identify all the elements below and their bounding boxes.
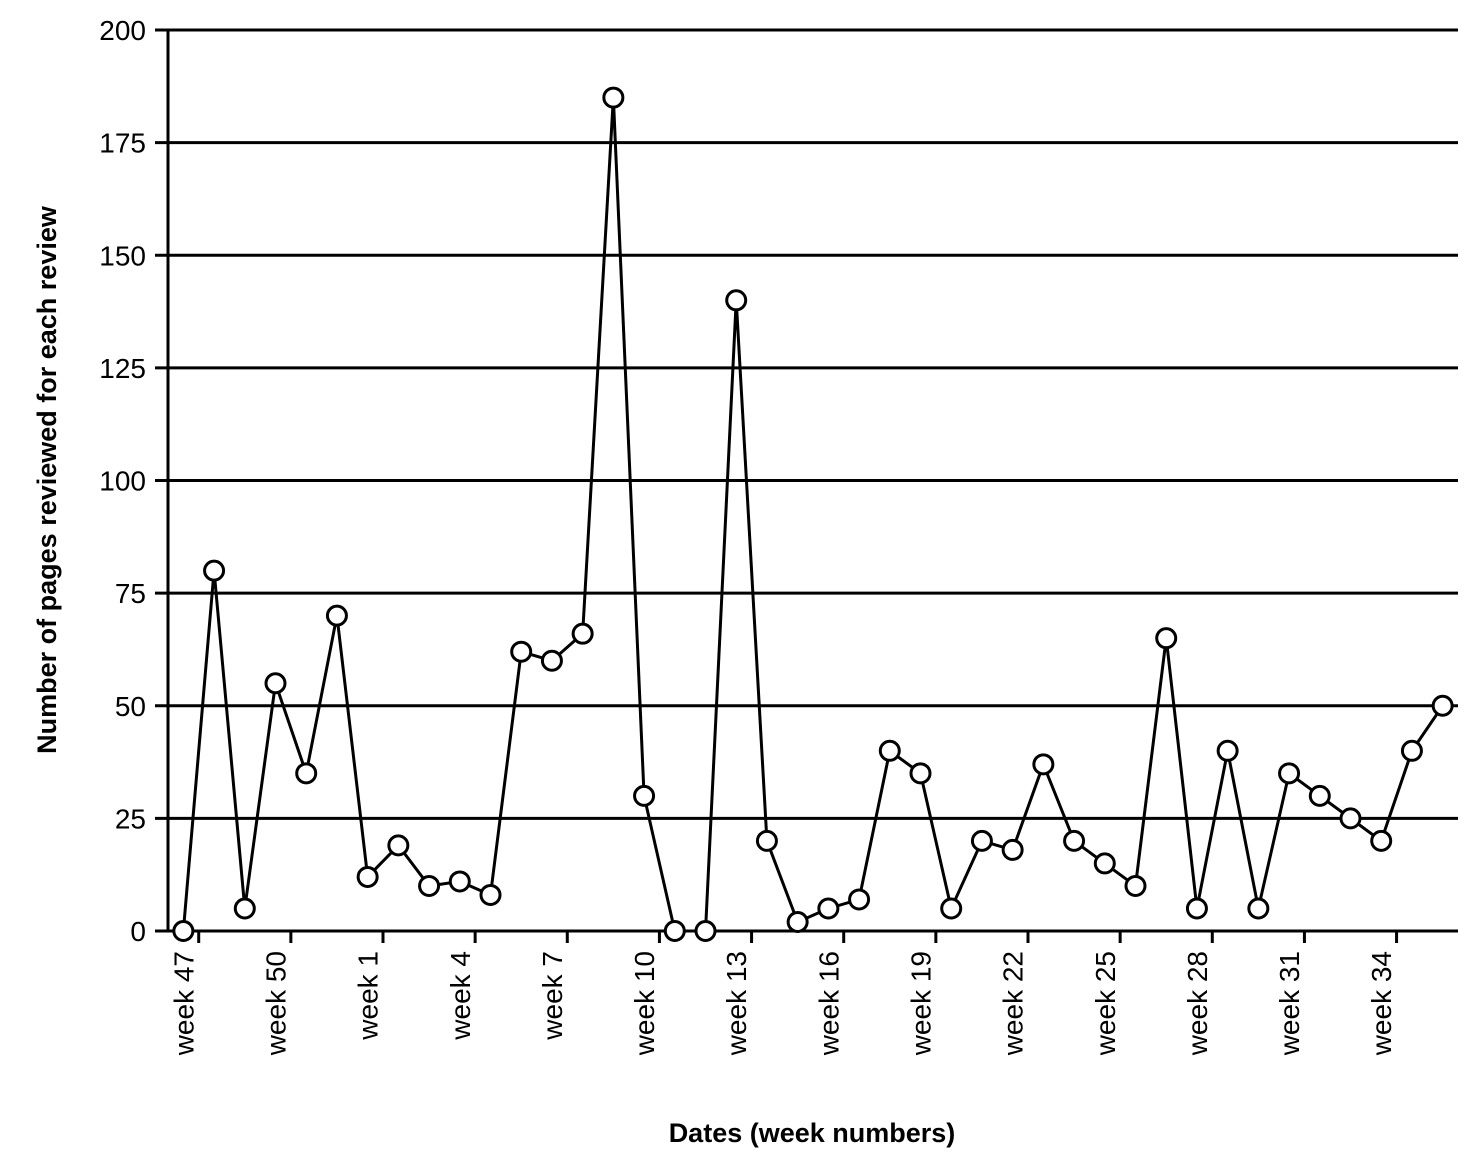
- y-axis-ticks: 0 25 50 75 100 125 150 175 200: [99, 15, 168, 947]
- data-point: [755, 829, 778, 852]
- data-point: [1370, 829, 1393, 852]
- data-point: [571, 622, 594, 645]
- data-point: [1093, 852, 1116, 875]
- data-point: [172, 920, 195, 942]
- data-point: [448, 870, 471, 893]
- x-tick-label: week 22: [998, 951, 1029, 1056]
- data-point: [356, 865, 379, 888]
- data-point: [1247, 897, 1270, 920]
- data-point: [970, 829, 993, 852]
- data-point: [387, 834, 410, 857]
- data-point: [940, 897, 963, 920]
- y-tick-label: 75: [115, 578, 146, 609]
- data-point: [786, 910, 809, 933]
- y-tick-label: 0: [130, 916, 146, 947]
- data-point: [633, 784, 656, 807]
- y-tick-label: 175: [99, 128, 146, 159]
- data-point: [1400, 739, 1423, 762]
- y-axis-label: Number of pages reviewed for each review: [32, 205, 62, 754]
- data-point: [1185, 897, 1208, 920]
- data-point: [264, 672, 287, 695]
- data-point: [725, 289, 748, 312]
- data-point: [233, 897, 256, 920]
- y-tick-label: 200: [99, 15, 146, 46]
- data-point: [325, 604, 348, 627]
- data-point: [878, 739, 901, 762]
- data-point: [1124, 874, 1147, 897]
- x-tick-label: week 50: [261, 951, 292, 1056]
- data-point: [1278, 762, 1301, 785]
- x-tick-label: week 1: [353, 951, 384, 1041]
- x-axis-ticks: week 47 week 50 week 1 week 4 week 7 week 10 w…: [168, 931, 1399, 1056]
- x-tick-label: week 19: [906, 951, 937, 1056]
- data-point: [1308, 784, 1331, 807]
- y-tick-label: 50: [115, 691, 146, 722]
- data-point: [1339, 807, 1362, 830]
- data-point: [909, 762, 932, 785]
- x-tick-label: week 10: [629, 951, 660, 1056]
- data-point: [479, 883, 502, 906]
- data-point: [203, 559, 226, 582]
- series-line: [181, 97, 1444, 933]
- data-point: [602, 86, 625, 109]
- x-axis-label: Dates (week numbers): [669, 1118, 956, 1148]
- data-point: [295, 762, 318, 785]
- data-point: [1001, 838, 1024, 861]
- x-tick-label: week 34: [1366, 951, 1397, 1056]
- x-tick-label: week 31: [1274, 951, 1305, 1056]
- x-tick-label: week 7: [537, 951, 568, 1041]
- gridlines: [168, 28, 1458, 933]
- data-point: [694, 920, 717, 942]
- data-point: [1216, 739, 1239, 762]
- data-point: [418, 874, 441, 897]
- data-point: [1032, 753, 1055, 776]
- series-pages-reviewed: [172, 86, 1454, 942]
- x-tick-label: week 4: [445, 951, 476, 1041]
- data-point: [1155, 627, 1178, 650]
- data-point: [540, 649, 563, 672]
- x-tick-label: week 13: [721, 951, 752, 1056]
- x-tick-label: week 16: [813, 951, 844, 1056]
- y-tick-label: 100: [99, 466, 146, 497]
- x-tick-label: week 47: [168, 951, 199, 1056]
- x-tick-label: week 28: [1182, 951, 1213, 1056]
- data-point: [817, 897, 840, 920]
- y-tick-label: 150: [99, 240, 146, 271]
- data-point: [1063, 829, 1086, 852]
- data-point: [510, 640, 533, 663]
- data-point: [848, 888, 871, 911]
- y-tick-label: 25: [115, 803, 146, 834]
- data-point: [663, 920, 686, 942]
- data-point: [1431, 694, 1454, 717]
- y-tick-label: 125: [99, 353, 146, 384]
- x-tick-label: week 25: [1090, 951, 1121, 1056]
